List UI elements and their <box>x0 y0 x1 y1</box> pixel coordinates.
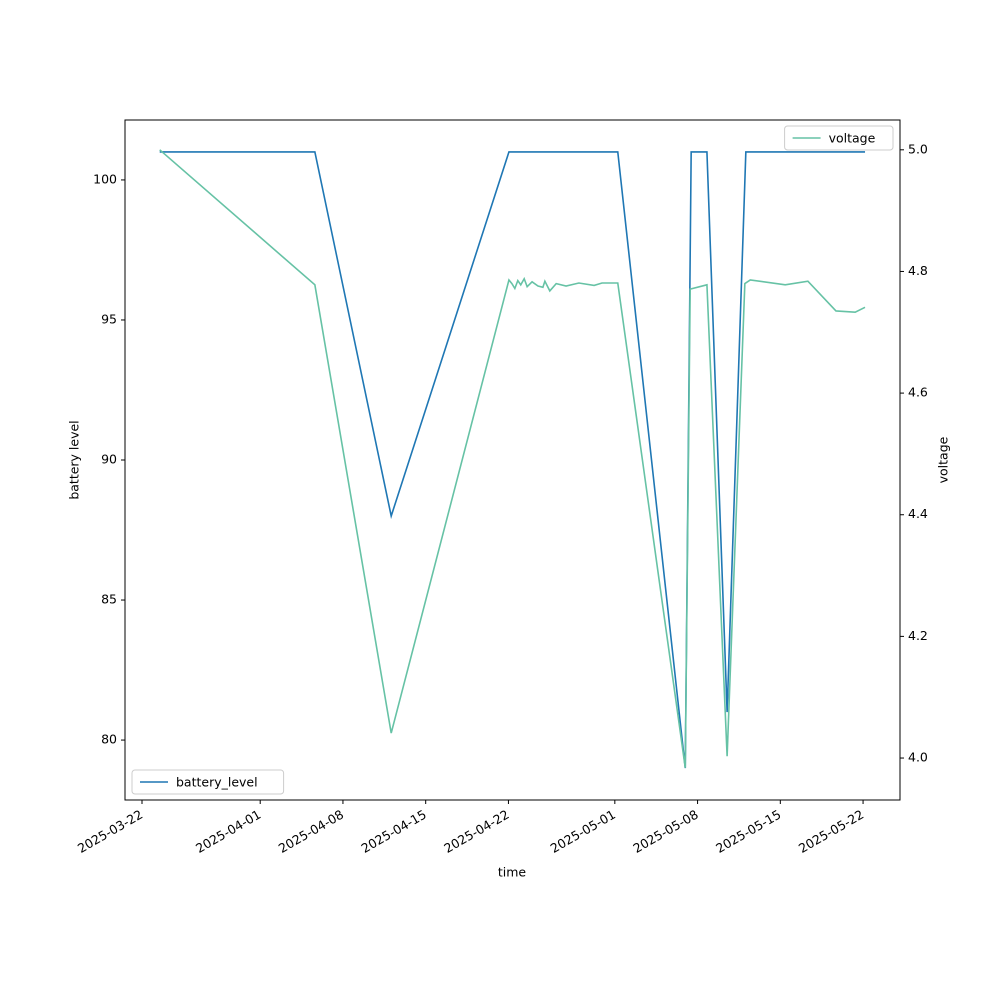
legend-box <box>131 769 285 795</box>
legend-label: battery_level <box>176 775 258 790</box>
y2-tick-label: 5.0 <box>908 141 928 156</box>
x-tick-label: 2025-05-08 <box>630 807 700 856</box>
x-tick-label: 2025-04-15 <box>359 807 429 856</box>
x-tick-label: 2025-04-08 <box>276 807 346 856</box>
plot-frame <box>124 119 901 801</box>
y-tick-label: 100 <box>93 171 117 186</box>
y-tick-label: 95 <box>101 311 117 326</box>
x-tick-label: 2025-04-01 <box>193 807 263 856</box>
x-tick-label: 2025-04-22 <box>441 807 511 856</box>
x-tick-label: 2025-05-01 <box>548 807 618 856</box>
x-tick-label: 2025-05-22 <box>796 807 866 856</box>
y-tick-label: 85 <box>101 592 117 607</box>
y-tick-label: 80 <box>101 732 117 747</box>
x-axis-label: time <box>498 865 527 880</box>
y2-tick-label: 4.4 <box>908 506 928 521</box>
x-tick-label: 2025-03-22 <box>75 807 145 856</box>
y2-tick-label: 4.6 <box>908 385 928 400</box>
data-line <box>159 151 866 769</box>
y2-tick-label: 4.0 <box>908 750 928 765</box>
y2-axis-label: voltage <box>936 436 951 483</box>
y2-tick-label: 4.8 <box>908 263 928 278</box>
y-axis-label: battery level <box>67 420 82 499</box>
x-tick-label: 2025-05-15 <box>713 807 783 856</box>
y2-tick-label: 4.2 <box>908 628 928 643</box>
legend-label: voltage <box>829 131 876 146</box>
y-tick-label: 90 <box>101 452 117 467</box>
data-line <box>159 149 866 768</box>
legend-box <box>784 125 894 151</box>
